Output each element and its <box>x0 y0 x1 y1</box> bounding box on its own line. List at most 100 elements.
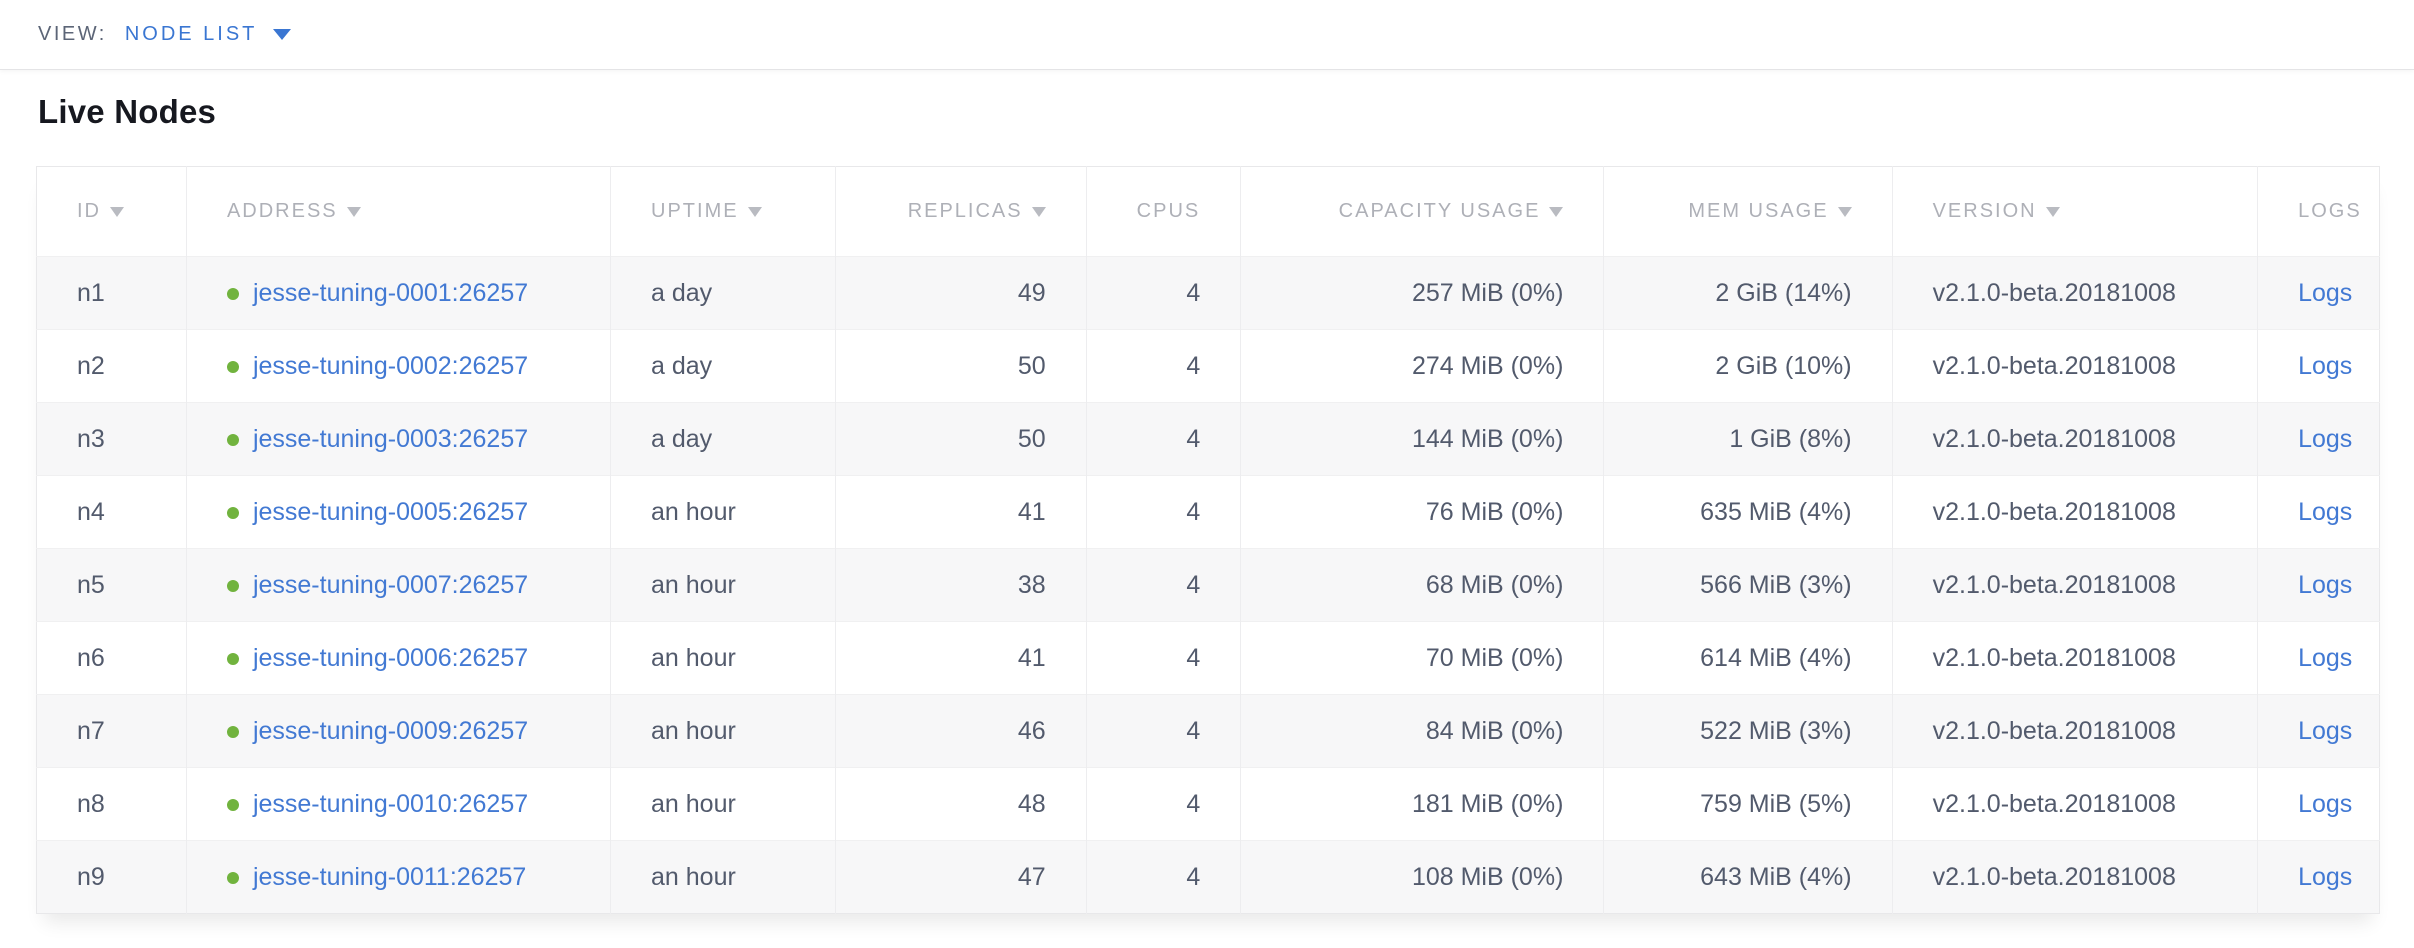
view-label: VIEW: <box>38 23 107 45</box>
view-bar: VIEW: NODE LIST <box>0 0 2414 70</box>
cell-uptime: a day <box>610 256 836 330</box>
cell-logs: Logs <box>2257 402 2380 476</box>
node-address-link[interactable]: jesse-tuning-0009:26257 <box>252 716 529 745</box>
node-address-link[interactable]: jesse-tuning-0006:26257 <box>252 643 529 672</box>
node-address-link[interactable]: jesse-tuning-0002:26257 <box>252 351 529 380</box>
cell-mem: 566 MiB (3%) <box>1603 548 1893 622</box>
cell-address: jesse-tuning-0010:26257 <box>186 767 612 841</box>
cell-id: n4 <box>36 475 187 549</box>
node-logs-link[interactable]: Logs <box>2298 862 2353 891</box>
cell-mem: 759 MiB (5%) <box>1603 767 1893 841</box>
cell-id: n1 <box>36 256 187 330</box>
node-row-n2: n2 jesse-tuning-0002:26257 a day 50 4 274 MiB… <box>36 329 2380 403</box>
cell-cpus: 4 <box>1086 329 1242 403</box>
cell-id: n6 <box>36 621 187 695</box>
node-address-link[interactable]: jesse-tuning-0010:26257 <box>252 789 529 818</box>
cell-replicas: 50 <box>835 402 1087 476</box>
cell-address: jesse-tuning-0006:26257 <box>186 621 612 695</box>
cell-uptime: an hour <box>610 840 836 914</box>
cell-logs: Logs <box>2257 329 2380 403</box>
cell-cpus: 4 <box>1086 402 1242 476</box>
cell-address: jesse-tuning-0009:26257 <box>186 694 612 768</box>
node-logs-link[interactable]: Logs <box>2298 278 2353 307</box>
node-address-link[interactable]: jesse-tuning-0003:26257 <box>252 424 529 453</box>
cell-mem: 522 MiB (3%) <box>1603 694 1893 768</box>
page-title: Live Nodes <box>38 93 217 130</box>
cell-mem: 643 MiB (4%) <box>1603 840 1893 914</box>
live-nodes-table-container: ID ADDRESS UPTIME REPLICAS CPUS CAPACITY USAG… <box>36 166 2380 914</box>
column-header-label: VERSION <box>1932 200 2037 222</box>
cell-uptime: an hour <box>610 475 836 549</box>
node-live-status-green-dot-icon <box>226 579 239 592</box>
cell-cpus: 4 <box>1086 694 1242 768</box>
caret-down-icon <box>273 29 292 40</box>
node-logs-link[interactable]: Logs <box>2298 351 2353 380</box>
cell-cpus: 4 <box>1086 840 1242 914</box>
cell-address: jesse-tuning-0007:26257 <box>186 548 612 622</box>
cell-replicas: 38 <box>835 548 1087 622</box>
cell-cpus: 4 <box>1086 256 1242 330</box>
cell-logs: Logs <box>2257 767 2380 841</box>
node-logs-link[interactable]: Logs <box>2298 716 2353 745</box>
cell-capacity: 108 MiB (0%) <box>1240 840 1605 914</box>
cell-mem: 635 MiB (4%) <box>1603 475 1893 549</box>
node-live-status-green-dot-icon <box>226 725 239 738</box>
node-live-status-green-dot-icon <box>226 871 239 884</box>
cell-version: v2.1.0-beta.20181008 <box>1892 402 2259 476</box>
column-header-id[interactable]: ID <box>36 166 187 257</box>
cell-address: jesse-tuning-0001:26257 <box>186 256 612 330</box>
cell-capacity: 181 MiB (0%) <box>1240 767 1605 841</box>
node-address-link[interactable]: jesse-tuning-0011:26257 <box>252 862 527 891</box>
cell-mem: 2 GiB (10%) <box>1603 329 1893 403</box>
node-address-link[interactable]: jesse-tuning-0001:26257 <box>252 278 529 307</box>
node-row-n4: n4 jesse-tuning-0005:26257 an hour 41 4 76 Mi… <box>36 475 2380 549</box>
cell-logs: Logs <box>2257 621 2380 695</box>
column-header-replicas[interactable]: REPLICAS <box>835 166 1087 257</box>
cell-uptime: an hour <box>610 767 836 841</box>
cell-uptime: an hour <box>610 694 836 768</box>
cell-version: v2.1.0-beta.20181008 <box>1892 840 2259 914</box>
node-logs-link[interactable]: Logs <box>2298 789 2353 818</box>
column-header-mem[interactable]: MEM USAGE <box>1603 166 1893 257</box>
node-row-n8: n8 jesse-tuning-0010:26257 an hour 48 4 181 M… <box>36 767 2380 841</box>
node-address-link[interactable]: jesse-tuning-0007:26257 <box>252 570 529 599</box>
node-logs-link[interactable]: Logs <box>2298 570 2353 599</box>
column-header-label: UPTIME <box>651 200 739 222</box>
cell-capacity: 274 MiB (0%) <box>1240 329 1605 403</box>
sort-caret-down-icon <box>2045 207 2060 217</box>
cell-cpus: 4 <box>1086 475 1242 549</box>
cell-replicas: 47 <box>835 840 1087 914</box>
cell-capacity: 144 MiB (0%) <box>1240 402 1605 476</box>
node-logs-link[interactable]: Logs <box>2298 497 2353 526</box>
table-header-row: ID ADDRESS UPTIME REPLICAS CPUS CAPACITY USAG… <box>36 166 2380 257</box>
node-live-status-green-dot-icon <box>226 287 239 300</box>
node-row-n1: n1 jesse-tuning-0001:26257 a day 49 4 257 MiB… <box>36 256 2380 330</box>
column-header-version[interactable]: VERSION <box>1892 166 2259 257</box>
view-selected-value: NODE LIST <box>124 23 258 45</box>
node-address-link[interactable]: jesse-tuning-0005:26257 <box>252 497 529 526</box>
cell-replicas: 41 <box>835 621 1087 695</box>
cell-id: n3 <box>36 402 187 476</box>
sort-caret-down-icon <box>1549 207 1564 217</box>
node-logs-link[interactable]: Logs <box>2298 424 2353 453</box>
column-header-uptime[interactable]: UPTIME <box>610 166 836 257</box>
cell-version: v2.1.0-beta.20181008 <box>1892 329 2259 403</box>
cell-capacity: 257 MiB (0%) <box>1240 256 1605 330</box>
column-header-capacity[interactable]: CAPACITY USAGE <box>1240 166 1605 257</box>
node-logs-link[interactable]: Logs <box>2298 643 2353 672</box>
column-header-label: REPLICAS <box>907 200 1023 222</box>
column-header-address[interactable]: ADDRESS <box>186 166 612 257</box>
node-live-status-green-dot-icon <box>226 360 239 373</box>
cell-replicas: 46 <box>835 694 1087 768</box>
view-selector-dropdown[interactable]: NODE LIST <box>125 23 292 46</box>
node-live-status-green-dot-icon <box>226 798 239 811</box>
node-live-status-green-dot-icon <box>226 433 239 446</box>
cell-uptime: an hour <box>610 548 836 622</box>
node-row-n3: n3 jesse-tuning-0003:26257 a day 50 4 144 MiB… <box>36 402 2380 476</box>
cell-logs: Logs <box>2257 256 2380 330</box>
sort-caret-down-icon <box>1837 207 1852 217</box>
cell-uptime: an hour <box>610 621 836 695</box>
cell-replicas: 48 <box>835 767 1087 841</box>
cell-version: v2.1.0-beta.20181008 <box>1892 256 2259 330</box>
cell-capacity: 84 MiB (0%) <box>1240 694 1605 768</box>
